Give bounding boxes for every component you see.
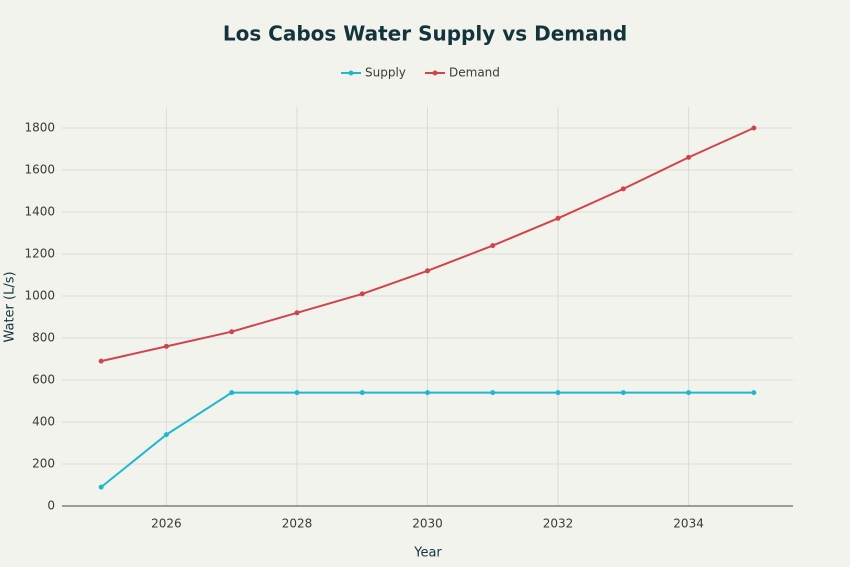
y-tick-label: 1800 — [24, 121, 55, 135]
x-axis-title: Year — [413, 546, 442, 561]
y-tick-label: 1200 — [24, 247, 55, 261]
data-point — [294, 310, 300, 316]
data-point — [98, 484, 104, 490]
y-tick-label: 800 — [32, 331, 55, 345]
legend-marker — [432, 70, 438, 76]
data-point — [686, 390, 692, 396]
x-tick-label: 2032 — [543, 517, 574, 531]
data-point — [163, 432, 169, 438]
data-point — [490, 243, 496, 249]
data-point — [490, 390, 496, 396]
x-tick-label: 2030 — [412, 517, 443, 531]
y-tick-label: 1000 — [24, 289, 55, 303]
data-point — [686, 154, 692, 160]
y-tick-label: 0 — [47, 499, 55, 513]
data-point — [751, 390, 757, 396]
x-tick-label: 2028 — [282, 517, 313, 531]
y-tick-label: 600 — [32, 373, 55, 387]
data-point — [425, 268, 430, 274]
y-tick-label: 400 — [32, 415, 55, 429]
legend-label: Supply — [365, 66, 406, 80]
data-point — [555, 215, 561, 221]
data-point — [163, 343, 169, 349]
x-tick-label: 2026 — [151, 517, 182, 531]
y-tick-label: 200 — [32, 457, 55, 471]
data-point — [555, 390, 561, 396]
data-point — [359, 390, 365, 396]
legend-label: Demand — [449, 66, 500, 80]
x-tick-label: 2034 — [673, 517, 704, 531]
y-tick-label: 1400 — [24, 205, 55, 219]
data-point — [751, 125, 757, 131]
data-point — [359, 291, 365, 297]
chart-title: Los Cabos Water Supply vs Demand — [223, 22, 627, 46]
data-point — [620, 390, 626, 396]
data-point — [229, 390, 235, 396]
y-tick-label: 1600 — [24, 163, 55, 177]
data-point — [425, 390, 430, 396]
data-point — [294, 390, 300, 396]
data-point — [229, 329, 235, 335]
data-point — [620, 186, 626, 192]
data-point — [98, 358, 104, 364]
legend-marker — [348, 70, 354, 76]
y-axis-title: Water (L/s) — [3, 271, 18, 342]
